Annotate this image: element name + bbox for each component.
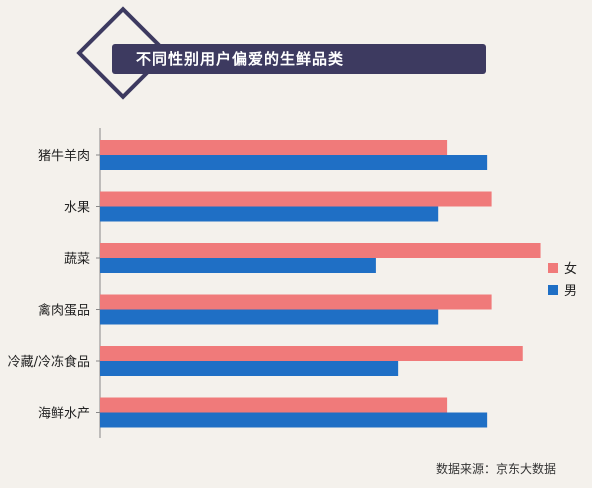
legend-swatch-female (548, 263, 558, 273)
bar-female-5 (100, 397, 448, 413)
category-label-3: 禽肉蛋品 (38, 303, 90, 319)
bar-male-2 (100, 258, 376, 273)
legend-label-female: 女 (564, 261, 577, 277)
bar-male-4 (100, 361, 399, 376)
bar-female-2 (100, 243, 541, 258)
bar-male-5 (100, 412, 488, 428)
bar-male-0 (100, 155, 488, 170)
bar-male-1 (100, 206, 439, 222)
category-label-0: 猪牛羊肉 (38, 148, 90, 164)
bar-female-0 (100, 140, 448, 155)
bar-female-3 (100, 294, 492, 310)
bar-male-3 (100, 309, 439, 325)
legend-label-male: 男 (564, 284, 577, 299)
bar-female-4 (100, 346, 523, 361)
category-label-2: 蔬菜 (64, 252, 90, 267)
legend-swatch-male (548, 285, 558, 295)
category-label-1: 水果 (64, 201, 90, 216)
chart-title: 不同性别用户偏爱的生鲜品类 (112, 44, 486, 74)
category-label-4: 冷藏/冷冻食品 (8, 354, 90, 370)
category-label-5: 海鲜水产 (38, 407, 90, 422)
bar-female-1 (100, 191, 492, 207)
data-source-note: 数据来源：京东大数据 (435, 462, 556, 476)
